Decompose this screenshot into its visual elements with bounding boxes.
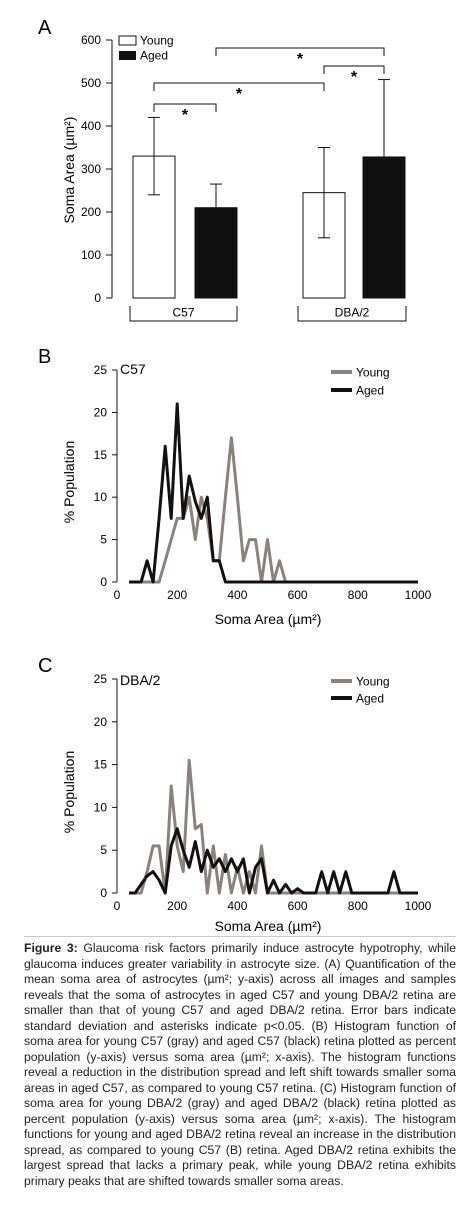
series-line-young	[129, 758, 418, 895]
panel-b: B C57 % Population Soma Area (µm²) 0 5 10 1…	[38, 346, 432, 627]
y-tick-label: 10	[94, 800, 108, 814]
panel-c: C DBA/2 % Population Soma Area (µm²) 0 5 1…	[38, 655, 432, 934]
y-tick-label: 25	[94, 363, 108, 377]
panel-a-y-tick-label: 100	[81, 248, 101, 262]
x-tick-label: 200	[167, 899, 187, 913]
y-tick-label: 15	[94, 448, 108, 462]
legend-aged-label: Aged	[140, 49, 168, 63]
panel-a-y-tick-label: 300	[81, 162, 101, 176]
panel-b-title: C57	[120, 361, 146, 377]
x-tick-label: 400	[227, 588, 247, 602]
significance-asterisk: *	[236, 86, 243, 103]
significance-bracket	[323, 65, 385, 74]
group-label-c57: C57	[172, 306, 194, 320]
panel-c-series	[129, 758, 418, 895]
panel-b-series	[129, 402, 418, 584]
panel-a-y-tick-label: 600	[81, 33, 101, 47]
series-line-aged	[129, 827, 418, 895]
panel-c-y-axis-label: % Population	[61, 751, 77, 834]
y-tick-label: 20	[94, 715, 108, 729]
y-tick-label: 0	[100, 886, 107, 900]
x-tick-label: 600	[288, 899, 308, 913]
legend-young-swatch	[118, 35, 137, 46]
panel-c-legend-aged-label: Aged	[356, 692, 384, 706]
panel-a-y-ticks: 0 100 200 300 400 500 600	[81, 33, 112, 305]
panel-label-a: A	[38, 17, 52, 39]
y-tick-label: 5	[100, 533, 107, 547]
figure-caption: Figure 3: Glaucoma risk factors primaril…	[24, 936, 456, 1189]
significance-bracket	[153, 82, 325, 91]
series-line-young	[132, 436, 418, 584]
legend-aged-swatch	[119, 51, 136, 60]
x-tick-label: 400	[227, 899, 247, 913]
panel-a-bars	[132, 79, 406, 299]
panel-a-y-axis-label: Soma Area (µm²)	[61, 117, 77, 224]
x-tick-label: 1000	[405, 588, 432, 602]
x-tick-label: 0	[114, 899, 121, 913]
panel-b-x-axis-label: Soma Area (µm²)	[215, 611, 322, 627]
x-tick-label: 200	[167, 588, 187, 602]
panel-a-significance: * * * *	[153, 47, 385, 124]
panel-label-c: C	[38, 655, 52, 677]
y-tick-label: 25	[94, 672, 108, 686]
panel-b-axes: 0 5 10 15 20 25 0 200 400 600 800 1000	[94, 363, 432, 602]
x-tick-label: 800	[348, 588, 368, 602]
y-tick-label: 20	[94, 405, 108, 419]
y-tick-label: 5	[100, 843, 107, 857]
caption-label: Figure 3:	[24, 941, 78, 955]
panel-c-legend-young-label: Young	[356, 675, 390, 689]
panel-a-y-tick-label: 400	[81, 119, 101, 133]
significance-bracket	[215, 47, 385, 56]
y-tick-label: 15	[94, 758, 108, 772]
panel-c-x-axis-label: Soma Area (µm²)	[215, 918, 322, 934]
x-tick-label: 0	[114, 588, 121, 602]
y-tick-label: 0	[100, 575, 107, 589]
panel-c-title: DBA/2	[120, 672, 161, 688]
x-tick-label: 1000	[405, 899, 432, 913]
significance-asterisk: *	[297, 51, 304, 68]
panel-b-legend-aged-label: Aged	[356, 384, 384, 398]
panel-b-y-axis-label: % Population	[61, 441, 77, 524]
significance-asterisk: *	[351, 69, 358, 86]
x-tick-label: 600	[288, 588, 308, 602]
series-line-aged	[129, 402, 418, 584]
group-label-dba2: DBA/2	[335, 306, 370, 320]
panel-b-legend-young-label: Young	[356, 366, 390, 380]
group-bracket-c57	[129, 306, 238, 322]
panel-a-y-tick-label: 500	[81, 76, 101, 90]
panel-a-y-tick-label: 200	[81, 205, 101, 219]
panel-a-y-tick-label: 0	[94, 291, 101, 305]
caption-text: Glaucoma risk factors primarily induce a…	[24, 941, 456, 1188]
legend-young-label: Young	[140, 34, 174, 48]
x-tick-label: 800	[348, 899, 368, 913]
group-bracket-dba2	[297, 306, 407, 322]
significance-asterisk: *	[182, 107, 189, 124]
y-tick-label: 10	[94, 490, 108, 504]
panel-c-axes: 0 5 10 15 20 25 0 200 400 600 800 1000	[94, 672, 432, 913]
significance-bracket	[153, 103, 217, 112]
panel-label-b: B	[38, 346, 51, 368]
